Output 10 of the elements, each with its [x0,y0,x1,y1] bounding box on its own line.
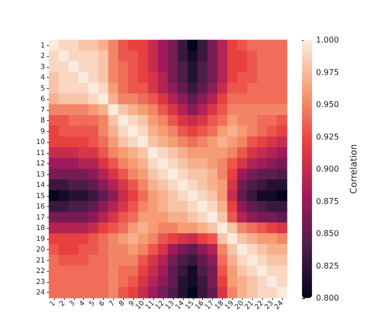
color-bar-label: 0.875 [316,196,339,206]
color-bar-label: 0.950 [316,100,339,109]
color-bar-label: 0.850 [316,229,339,238]
color-bar-label: 0.925 [316,132,339,142]
color-bar-label: 0.975 [316,68,339,77]
color-bar-label: 0.900 [316,164,339,174]
color-bar-label: 1.000 [316,36,339,44]
color-bar-label: 0.800 [316,294,339,302]
color-bar-title: Correlation [350,144,360,194]
color-bar-label: 0.825 [316,261,339,270]
